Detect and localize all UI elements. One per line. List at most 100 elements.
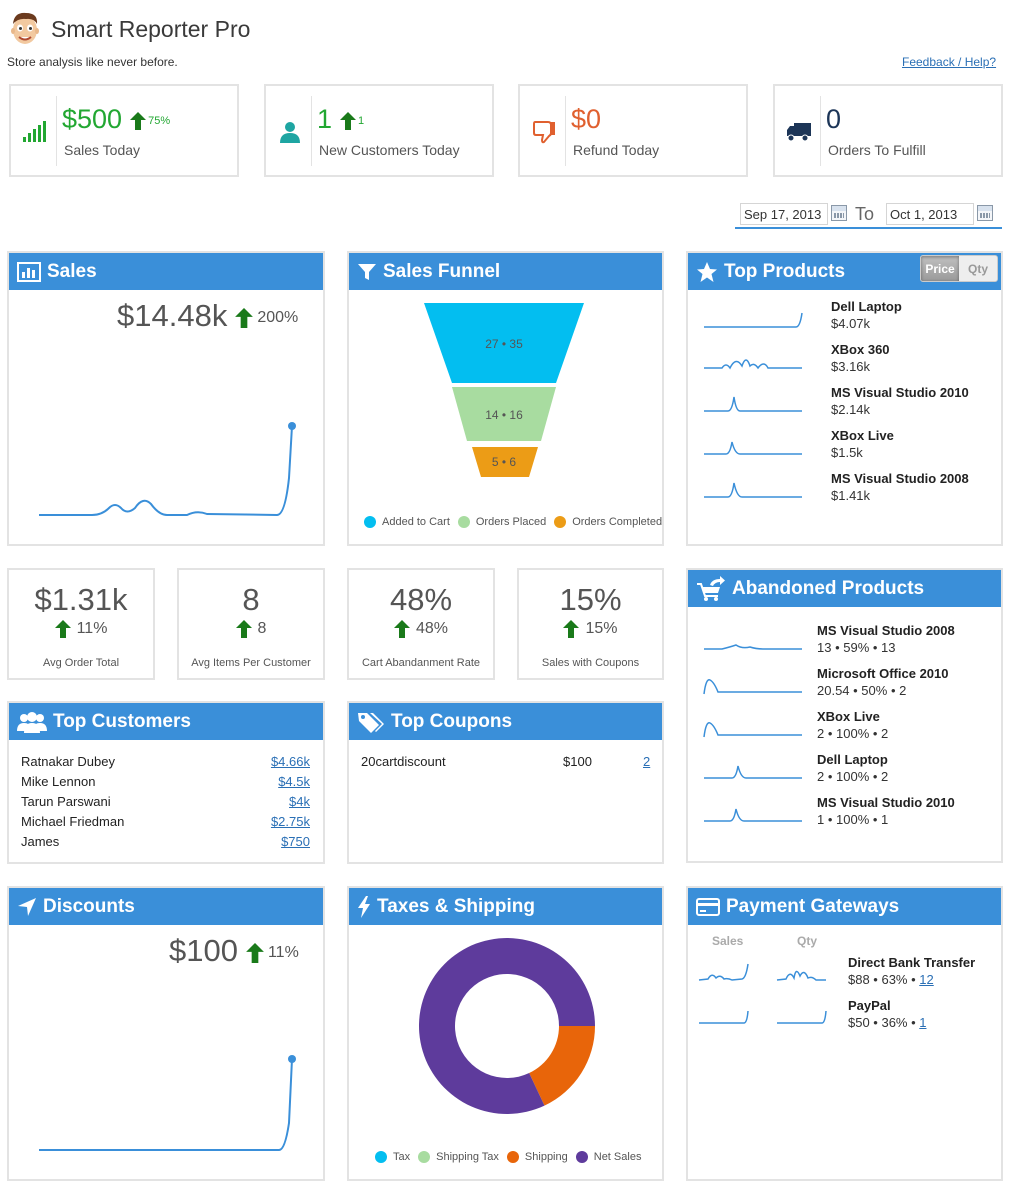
discounts-total: $100	[169, 933, 238, 968]
customer-name: James	[21, 834, 60, 849]
donut-slice-shipping[interactable]	[529, 1026, 595, 1106]
price-toggle-button[interactable]: Price	[921, 256, 959, 281]
list-item: MS Visual Studio 2010 1 • 100% • 1	[688, 793, 1001, 836]
legend-item[interactable]: Added to Cart	[364, 516, 450, 528]
sparkline	[698, 963, 749, 981]
discounts-panel: Discounts $100 11%	[7, 886, 325, 1181]
kpi-label: Orders To Fulfill	[828, 142, 926, 158]
customer-value-link[interactable]: $2.75k	[270, 814, 310, 829]
tags-icon	[358, 712, 384, 733]
up-arrow-icon	[393, 620, 410, 638]
kpi-value: $500	[62, 104, 123, 134]
customer-name: Michael Friedman	[21, 814, 125, 829]
gateway-count-link[interactable]: 1	[919, 1015, 927, 1030]
app-title: Smart Reporter Pro	[51, 16, 251, 42]
abandoned-products-panel: Abandoned Products MS Visual Studio 2008…	[686, 568, 1003, 863]
list-item: Dell Laptop 2 • 100% • 2	[688, 750, 1001, 793]
panel-title: Payment Gateways	[726, 895, 900, 917]
kpi-change: 1	[358, 114, 365, 127]
date-to-input[interactable]	[886, 203, 974, 225]
up-arrow-icon	[235, 307, 254, 328]
kpi-label: Sales Today	[64, 142, 141, 158]
sparkline	[704, 312, 803, 328]
funnel-chart: 27 • 35 14 • 16 5 • 6	[424, 303, 584, 477]
panel-title: Top Products	[724, 260, 846, 282]
stat-sales-with-coupons: 15% 15% Sales with Coupons	[517, 568, 664, 680]
discounts-change: 11%	[267, 943, 299, 961]
discounts-end-point	[288, 1055, 296, 1063]
calendar-icon[interactable]	[831, 205, 847, 221]
date-from-input[interactable]	[740, 203, 828, 225]
funnel-legend: Added to Cart Orders Placed Orders Compl…	[364, 516, 662, 528]
gateway-count-link[interactable]: 12	[919, 972, 934, 987]
legend-item[interactable]: Orders Completed	[554, 516, 662, 528]
top-coupons-panel: Top Coupons 20cartdiscount $100 2	[347, 701, 664, 864]
legend-item[interactable]: Orders Placed	[457, 516, 546, 528]
kpi-refund-today: $0 Refund Today	[518, 84, 748, 177]
sales-total: $14.48k	[117, 298, 228, 333]
top-customers-panel: Top Customers Ratnakar Dubey $4.66k Mike…	[7, 701, 325, 864]
sparkline	[704, 644, 802, 650]
credit-card-icon	[696, 897, 720, 916]
qty-toggle-button[interactable]: Qty	[959, 256, 997, 281]
gateway-name: Direct Bank Transfer	[848, 955, 976, 970]
to-label: To	[855, 204, 875, 224]
taxes-legend: Tax Shipping Tax Shipping Net Sales	[375, 1151, 641, 1163]
list-item: Dell Laptop $4.07k	[688, 297, 1001, 340]
list-item: XBox 360 $3.16k	[688, 340, 1001, 383]
legend-item[interactable]: Shipping Tax	[418, 1151, 499, 1163]
sparkline	[704, 808, 802, 822]
sparkline	[704, 482, 802, 498]
sparkline	[699, 1010, 749, 1024]
sparkline	[703, 722, 802, 738]
customer-value-link[interactable]: $4.5k	[278, 774, 310, 789]
customer-name: Ratnakar Dubey	[21, 754, 115, 769]
bar-chart-icon	[17, 261, 41, 282]
list-item: MS Visual Studio 2008 $1.41k	[688, 469, 1001, 512]
cart-arrow-icon	[697, 575, 725, 601]
sparkline	[703, 679, 802, 695]
sales-change: 200%	[257, 308, 299, 326]
sparkline	[704, 765, 802, 779]
payment-gateways-panel: Payment Gateways Sales Qty Direct Bank T…	[686, 886, 1003, 1181]
location-arrow-icon	[18, 897, 36, 916]
top-products-panel: Top Products Price Qty Dell Laptop $4.07…	[686, 251, 1003, 546]
gateway-detail: $50 • 36% • 1	[848, 1015, 927, 1030]
customer-name: Tarun Parswani	[21, 794, 111, 809]
price-qty-toggle[interactable]: Price Qty	[920, 255, 998, 282]
donut-slice-net-sales[interactable]	[419, 938, 595, 1114]
feedback-help-link[interactable]: Feedback / Help?	[902, 55, 997, 69]
legend-item[interactable]: Shipping	[506, 1151, 568, 1163]
panel-title: Discounts	[43, 895, 135, 917]
taxes-donut-chart	[419, 938, 595, 1114]
list-item: XBox Live 2 • 100% • 2	[688, 707, 1001, 750]
funnel-label: 27 • 35	[485, 337, 523, 351]
stat-avg-order-total: $1.31k 11% Avg Order Total	[7, 568, 155, 680]
sales-trend-chart	[39, 422, 296, 517]
column-header-qty: Qty	[797, 934, 818, 948]
customer-value-link[interactable]: $750	[281, 834, 310, 849]
user-icon	[272, 114, 308, 150]
tagline: Store analysis like never before.	[7, 55, 178, 69]
kpi-label: New Customers Today	[319, 142, 460, 158]
kpi-value: 1	[317, 104, 333, 134]
list-item: MS Visual Studio 2010 $2.14k	[688, 383, 1001, 426]
legend-item[interactable]: Tax	[375, 1151, 410, 1163]
signal-bars-icon	[17, 114, 53, 150]
up-arrow-icon	[235, 620, 252, 638]
legend-item[interactable]: Net Sales	[575, 1151, 641, 1163]
up-arrow-icon	[54, 620, 71, 638]
kpi-change: 75%	[148, 114, 171, 127]
stat-avg-items-per-customer: 8 8 Avg Items Per Customer	[177, 568, 325, 680]
stat-cart-abandonment-rate: 48% 48% Cart Abandanment Rate	[347, 568, 495, 680]
up-arrow-icon	[340, 111, 357, 130]
taxes-shipping-panel: Taxes & Shipping Tax Shipping Tax Shippi…	[347, 886, 664, 1181]
coupon-count-link[interactable]: 2	[643, 754, 651, 769]
panel-title: Top Coupons	[391, 710, 513, 732]
coupon-amount: $100	[563, 754, 592, 769]
calendar-icon[interactable]	[977, 205, 993, 221]
customer-value-link[interactable]: $4k	[289, 794, 310, 809]
customer-value-link[interactable]: $4.66k	[270, 754, 310, 769]
kpi-sales-today: $500 75% Sales Today	[9, 84, 239, 177]
sparkline	[704, 359, 802, 370]
